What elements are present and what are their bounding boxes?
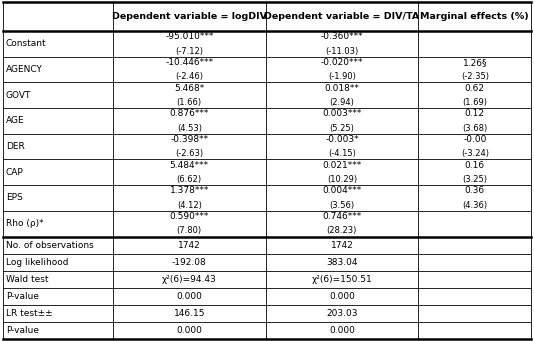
Text: -0.360***: -0.360*** (320, 32, 363, 41)
Text: (-3.24): (-3.24) (461, 149, 489, 158)
Text: 0.12: 0.12 (465, 109, 485, 118)
Text: 0.004***: 0.004*** (323, 186, 362, 195)
Text: 5.468*: 5.468* (174, 84, 205, 92)
Text: 0.000: 0.000 (329, 326, 355, 335)
Text: -10.446***: -10.446*** (165, 58, 213, 67)
Text: 1742: 1742 (331, 241, 354, 250)
Text: 0.876***: 0.876*** (170, 109, 209, 118)
Text: 0.003***: 0.003*** (322, 109, 362, 118)
Text: P-value: P-value (6, 292, 39, 301)
Text: DER: DER (6, 142, 25, 151)
Text: 1.26§: 1.26§ (462, 58, 487, 67)
Text: -192.08: -192.08 (172, 258, 207, 267)
Text: (1.66): (1.66) (177, 98, 202, 107)
Text: (4.12): (4.12) (177, 201, 202, 210)
Text: 0.000: 0.000 (176, 326, 202, 335)
Text: 0.021***: 0.021*** (323, 161, 362, 169)
Text: Dependent variable = logDIV: Dependent variable = logDIV (112, 12, 267, 21)
Text: (-2.63): (-2.63) (175, 149, 203, 158)
Text: Dependent variable = DIV/TA: Dependent variable = DIV/TA (264, 12, 420, 21)
Text: 0.16: 0.16 (465, 161, 485, 169)
Text: (3.25): (3.25) (462, 175, 488, 184)
Text: (4.53): (4.53) (177, 123, 202, 133)
Text: (3.56): (3.56) (329, 201, 355, 210)
Text: 0.590***: 0.590*** (170, 212, 209, 221)
Text: (-7.12): (-7.12) (175, 46, 203, 56)
Text: P-value: P-value (6, 326, 39, 335)
Text: (5.25): (5.25) (329, 123, 355, 133)
Text: Wald test: Wald test (6, 275, 49, 284)
Text: No. of observations: No. of observations (6, 241, 93, 250)
Text: 146.15: 146.15 (174, 309, 205, 318)
Text: 383.04: 383.04 (326, 258, 358, 267)
Text: (1.69): (1.69) (462, 98, 488, 107)
Text: 0.746***: 0.746*** (323, 212, 362, 221)
Text: (28.23): (28.23) (327, 226, 357, 235)
Text: -0.00: -0.00 (463, 135, 486, 144)
Text: 0.36: 0.36 (465, 186, 485, 195)
Text: (-4.15): (-4.15) (328, 149, 356, 158)
Text: (6.62): (6.62) (177, 175, 202, 184)
Text: Log likelihood: Log likelihood (6, 258, 68, 267)
Text: AGE: AGE (6, 116, 25, 125)
Text: -95.010***: -95.010*** (165, 32, 214, 41)
Text: 1.378***: 1.378*** (170, 186, 209, 195)
Text: 1742: 1742 (178, 241, 201, 250)
Text: CAP: CAP (6, 168, 23, 177)
Text: -0.003*: -0.003* (325, 135, 359, 144)
Text: Constant: Constant (6, 39, 46, 48)
Text: χ²(6)=150.51: χ²(6)=150.51 (311, 275, 372, 284)
Text: -0.398**: -0.398** (170, 135, 208, 144)
Text: GOVT: GOVT (6, 91, 32, 100)
Text: Rho (ρ)*: Rho (ρ)* (6, 219, 43, 228)
Text: (-2.35): (-2.35) (461, 72, 489, 81)
Text: LR test±±: LR test±± (6, 309, 52, 318)
Text: AGENCY: AGENCY (6, 65, 43, 74)
Text: 0.000: 0.000 (176, 292, 202, 301)
Text: (-2.46): (-2.46) (175, 72, 203, 81)
Text: (3.68): (3.68) (462, 123, 488, 133)
Text: χ²(6)=94.43: χ²(6)=94.43 (162, 275, 217, 284)
Text: -0.020***: -0.020*** (321, 58, 363, 67)
Text: (10.29): (10.29) (327, 175, 357, 184)
Text: 0.000: 0.000 (329, 292, 355, 301)
Text: 0.018**: 0.018** (325, 84, 359, 92)
Text: (-1.90): (-1.90) (328, 72, 356, 81)
Text: 0.62: 0.62 (465, 84, 485, 92)
Text: (4.36): (4.36) (462, 201, 488, 210)
Text: 5.484***: 5.484*** (170, 161, 209, 169)
Text: (-11.03): (-11.03) (325, 46, 358, 56)
Text: Marginal effects (%): Marginal effects (%) (420, 12, 529, 21)
Text: (7.80): (7.80) (177, 226, 202, 235)
Text: 203.03: 203.03 (326, 309, 358, 318)
Text: (2.94): (2.94) (329, 98, 355, 107)
Text: EPS: EPS (6, 193, 22, 203)
